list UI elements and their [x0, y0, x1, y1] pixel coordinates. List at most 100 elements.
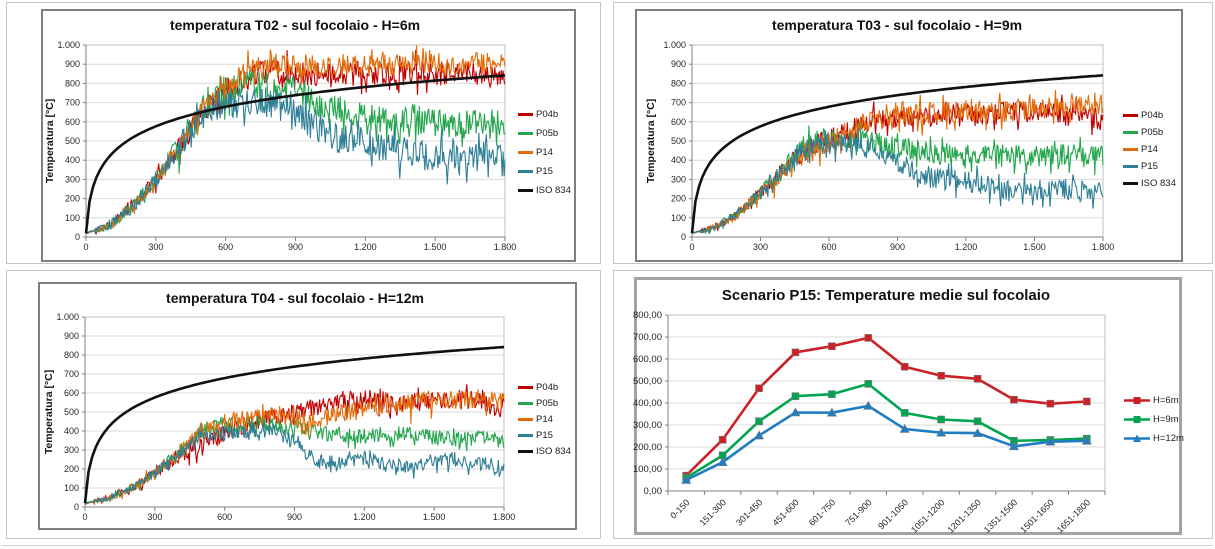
legend-item: ISO 834 — [1123, 175, 1176, 192]
y-tick-label: 700,00 — [633, 332, 662, 343]
y-tick-label: 300,00 — [633, 420, 662, 431]
x-tick-label: 900 — [287, 512, 302, 522]
y-tick-label: 900 — [64, 331, 79, 341]
y-tick-label: 1.000 — [57, 40, 80, 50]
y-tick-label: 700 — [65, 98, 80, 108]
legend-item-label: ISO 834 — [536, 185, 571, 196]
legend-item: ISO 834 — [518, 181, 571, 200]
y-axis-label-t03: Temperatura [°C] — [645, 98, 657, 184]
legend-item: P05b — [518, 124, 571, 143]
series-line-H=6m — [685, 336, 1087, 477]
marker-square — [973, 417, 982, 426]
legend-item: P15 — [1123, 158, 1176, 175]
x-tick-label: 1.800 — [493, 512, 516, 522]
chart-title-t04: temperatura T04 - sul focolaio - H=12m — [166, 290, 424, 306]
y-tick-label: 1.000 — [663, 40, 686, 50]
legend-item-label: H=6m — [1153, 395, 1179, 406]
marker-triangle — [790, 407, 801, 417]
y-tick-label: 0 — [75, 232, 80, 242]
legend-swatch-icon — [1123, 148, 1138, 151]
legend-item-label: P14 — [1141, 144, 1158, 155]
legend-t03: P04b P05b P14 P15 ISO 834 — [1123, 107, 1176, 192]
chart-canvas-p15: 0,00 100,00 200,00 300,00 400,00 500,00 600,00… — [633, 310, 1106, 535]
legend-swatch-icon — [1124, 434, 1150, 442]
x-category-label: 151-300 — [698, 497, 728, 527]
x-tick-label: 1.500 — [423, 512, 446, 522]
x-tick-label: 300 — [148, 242, 163, 252]
legend-item-label: P14 — [536, 413, 553, 425]
series-iso834 — [83, 345, 505, 504]
legend-item: H=12m — [1124, 429, 1184, 448]
plot-area: 0,00 100,00 200,00 300,00 400,00 500,00 600,00… — [633, 310, 1106, 497]
marker-triangle — [826, 407, 837, 417]
x-tick-label: 0 — [689, 242, 694, 252]
x-tick-label: 900 — [890, 242, 905, 252]
x-tick-label: 600 — [217, 512, 232, 522]
x-category-label: 751-900 — [843, 497, 873, 527]
y-tick-label: 400 — [671, 155, 686, 165]
y-tick-label: 800 — [65, 78, 80, 88]
x-category-label: 301-450 — [734, 497, 764, 527]
chart-canvas-t04: 0 100 200 300 400 500 600 700 800 900 1.000 0 300 600… — [56, 312, 516, 522]
marker-triangle — [681, 474, 692, 484]
series-P15 — [85, 87, 506, 235]
y-tick-label: 1.000 — [56, 312, 79, 322]
legend-item: P05b — [1123, 124, 1176, 141]
marker-triangle — [1081, 435, 1092, 445]
marker-square — [1082, 397, 1091, 406]
legend-swatch-icon — [518, 189, 533, 192]
y-tick-label: 700 — [64, 369, 79, 379]
y-tick-label: 200 — [65, 194, 80, 204]
y-tick-label: 800 — [671, 78, 686, 88]
y-tick-label: 300 — [65, 174, 80, 184]
y-tick-label: 200,00 — [633, 442, 662, 453]
x-category-label: 901-1050 — [876, 497, 910, 531]
legend-item: P15 — [518, 162, 571, 181]
y-tick-label: 800 — [64, 350, 79, 360]
marker-square — [791, 392, 800, 400]
series-iso834 — [690, 74, 1104, 234]
legend-item: P14 — [518, 411, 571, 427]
legend-swatch-icon — [1124, 397, 1150, 404]
x-category-label: 1501-1650 — [1018, 497, 1056, 535]
x-tick-label: 900 — [288, 242, 303, 252]
y-tick-label: 100 — [65, 213, 80, 223]
legend-swatch-icon — [1123, 165, 1138, 168]
marker-square — [755, 417, 763, 426]
legend-item: H=9m — [1124, 410, 1184, 429]
marker-triangle — [754, 430, 765, 440]
x-tick-label: 1.200 — [353, 512, 376, 522]
y-tick-label: 400 — [65, 155, 80, 165]
legend-swatch-icon — [518, 170, 533, 173]
x-tick-label: 1.500 — [1023, 242, 1046, 252]
series-P05b — [691, 122, 1104, 234]
marker-triangle — [1045, 436, 1056, 446]
legend-item-label: P05b — [536, 128, 559, 139]
y-tick-label: 600,00 — [633, 354, 662, 365]
y-tick-label: 500 — [671, 136, 686, 146]
marker-square — [1046, 399, 1055, 408]
y-tick-label: 0 — [681, 232, 686, 242]
marker-triangle — [1008, 441, 1019, 451]
legend-item-label: P05b — [1141, 127, 1164, 138]
legend-swatch-icon — [518, 151, 533, 154]
marker-triangle — [863, 400, 874, 410]
legend-item-label: P05b — [536, 397, 559, 409]
legend-swatch-icon — [518, 385, 533, 389]
y-axis-label-t02: Temperatura [°C] — [44, 98, 56, 184]
chart-title-p15: Scenario P15: Temperature medie sul foco… — [721, 287, 1051, 304]
y-tick-label: 200 — [64, 464, 79, 474]
marker-triangle — [899, 423, 910, 433]
x-tick-label: 600 — [218, 242, 233, 252]
y-tick-label: 900 — [671, 59, 686, 69]
marker-square — [755, 384, 763, 393]
x-tick-label: 1.200 — [354, 242, 377, 252]
legend-swatch-icon — [518, 449, 533, 453]
x-tick-label: 0 — [83, 242, 88, 252]
marker-square — [900, 409, 909, 417]
legend-item-label: P15 — [536, 166, 553, 177]
page-border-line — [2, 545, 1213, 546]
chart-canvas-t03: 0 100 200 300 400 500 600 700 800 900 1.000 0 300 600… — [663, 40, 1114, 252]
legend-swatch-icon — [1123, 114, 1138, 117]
